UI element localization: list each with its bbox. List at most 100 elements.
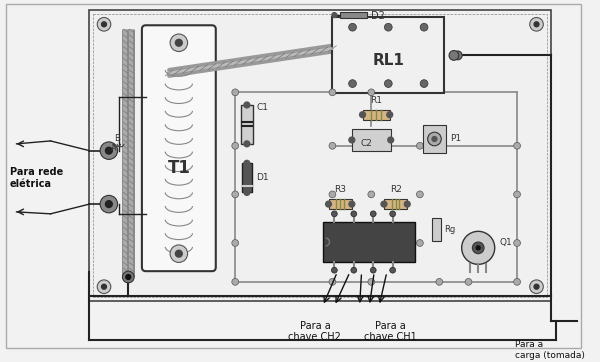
Circle shape (465, 278, 472, 285)
Text: Para rede
elétrica: Para rede elétrica (10, 167, 63, 189)
Circle shape (368, 278, 374, 285)
Circle shape (244, 102, 250, 108)
Bar (340, 12, 367, 18)
Circle shape (170, 245, 188, 262)
Bar (329, 199, 352, 209)
Circle shape (175, 250, 182, 257)
Circle shape (349, 201, 355, 207)
Circle shape (101, 284, 106, 289)
Circle shape (106, 147, 112, 154)
Circle shape (329, 142, 336, 149)
Text: D2: D2 (371, 10, 385, 21)
Circle shape (388, 137, 394, 143)
Circle shape (390, 211, 395, 217)
Circle shape (170, 34, 188, 51)
Circle shape (126, 274, 131, 279)
Circle shape (326, 201, 331, 207)
Text: R2: R2 (389, 185, 401, 194)
Bar (384, 199, 407, 209)
Circle shape (416, 240, 423, 247)
Circle shape (530, 17, 544, 31)
Circle shape (472, 242, 484, 254)
Circle shape (368, 191, 374, 198)
Text: Para a
carga (tomada): Para a carga (tomada) (515, 340, 585, 359)
Circle shape (514, 278, 520, 285)
Bar (94, 14, 547, 298)
Circle shape (381, 201, 387, 207)
Circle shape (106, 201, 112, 207)
Circle shape (428, 132, 441, 146)
Circle shape (232, 142, 239, 149)
Circle shape (420, 80, 428, 88)
Circle shape (436, 278, 443, 285)
Circle shape (329, 191, 336, 198)
Circle shape (351, 267, 357, 273)
Circle shape (232, 89, 239, 96)
Circle shape (175, 39, 182, 46)
Text: R3: R3 (334, 185, 346, 194)
Circle shape (351, 211, 357, 217)
Circle shape (101, 22, 106, 27)
Bar (242, 163, 252, 193)
Circle shape (534, 22, 539, 27)
Circle shape (349, 137, 355, 143)
Circle shape (416, 142, 423, 149)
Text: B: B (114, 135, 119, 143)
Text: D1: D1 (256, 173, 268, 182)
Circle shape (404, 201, 410, 207)
Bar (352, 129, 391, 151)
Text: C2: C2 (361, 139, 373, 148)
Circle shape (244, 190, 250, 195)
Circle shape (100, 142, 118, 159)
Circle shape (332, 13, 337, 17)
Circle shape (244, 160, 250, 166)
Circle shape (514, 191, 520, 198)
Circle shape (370, 267, 376, 273)
Text: T1: T1 (167, 159, 190, 177)
FancyBboxPatch shape (142, 25, 216, 271)
Circle shape (244, 141, 250, 147)
Text: Para a
chave CH1: Para a chave CH1 (364, 321, 417, 342)
Text: R1: R1 (370, 96, 382, 105)
Circle shape (390, 267, 395, 273)
Circle shape (534, 284, 539, 289)
Circle shape (370, 211, 376, 217)
Text: Para a
chave CH2: Para a chave CH2 (289, 321, 341, 342)
Circle shape (122, 271, 134, 283)
Circle shape (97, 17, 111, 31)
Circle shape (514, 142, 520, 149)
Circle shape (331, 267, 337, 273)
Circle shape (97, 280, 111, 294)
Bar (89, 10, 551, 301)
Circle shape (387, 112, 392, 118)
Circle shape (530, 280, 544, 294)
Bar (362, 110, 390, 119)
Circle shape (359, 112, 365, 118)
Circle shape (329, 240, 336, 247)
Bar (431, 218, 441, 241)
Text: P1: P1 (450, 135, 461, 143)
Bar (241, 105, 253, 144)
Text: Q1: Q1 (500, 239, 512, 248)
Circle shape (329, 89, 336, 96)
Circle shape (514, 240, 520, 247)
Circle shape (416, 191, 423, 198)
Text: C1: C1 (257, 103, 269, 112)
Text: RL1: RL1 (373, 53, 404, 68)
Circle shape (385, 80, 392, 88)
Circle shape (476, 246, 480, 250)
Circle shape (368, 240, 374, 247)
Circle shape (454, 51, 462, 60)
Bar (332, 17, 444, 93)
Circle shape (349, 80, 356, 88)
Text: Rg: Rg (444, 225, 455, 234)
Circle shape (368, 89, 374, 96)
Circle shape (232, 240, 239, 247)
Bar (423, 125, 446, 153)
Text: A: A (111, 144, 116, 153)
Circle shape (449, 51, 459, 60)
Circle shape (331, 211, 337, 217)
Circle shape (420, 23, 428, 31)
Bar (323, 222, 415, 262)
Circle shape (432, 136, 437, 142)
